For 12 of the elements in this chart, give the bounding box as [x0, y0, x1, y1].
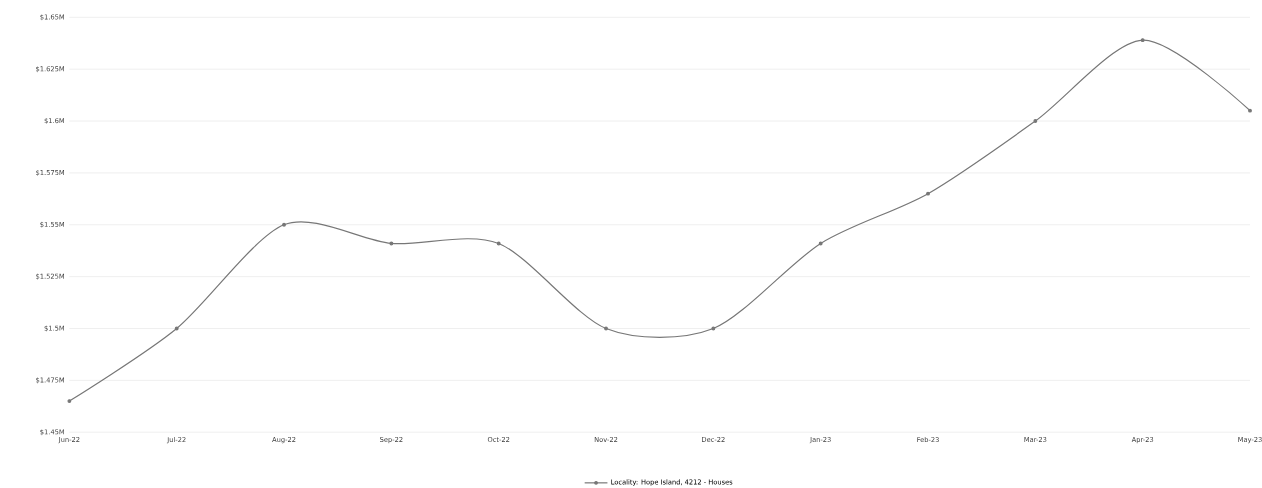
point	[496, 241, 501, 246]
point	[282, 222, 286, 227]
point	[67, 399, 72, 403]
point	[926, 191, 930, 196]
point	[604, 326, 608, 331]
point	[711, 326, 716, 331]
point	[818, 241, 823, 246]
point	[174, 326, 179, 331]
point	[389, 241, 394, 246]
point	[1033, 119, 1038, 123]
point	[1248, 108, 1252, 113]
point	[1140, 38, 1145, 42]
